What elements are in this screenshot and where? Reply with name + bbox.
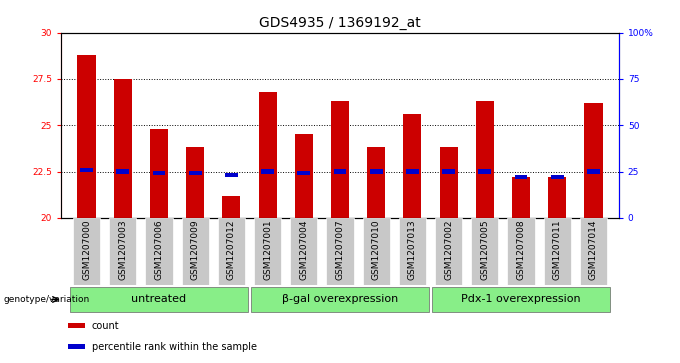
Bar	[362, 218, 390, 285]
Bar	[403, 114, 422, 218]
Bar	[507, 218, 534, 285]
Bar	[294, 134, 313, 218]
Text: percentile rank within the sample: percentile rank within the sample	[92, 342, 257, 351]
Bar	[548, 177, 566, 218]
Bar	[326, 218, 354, 285]
Text: GSM1207013: GSM1207013	[408, 219, 417, 280]
Text: Pdx-1 overexpression: Pdx-1 overexpression	[461, 294, 581, 305]
Bar	[297, 171, 310, 175]
Bar	[551, 175, 564, 179]
Bar	[222, 196, 241, 218]
Bar	[109, 218, 136, 285]
Bar	[334, 170, 346, 174]
Bar	[182, 218, 209, 285]
Bar	[584, 103, 602, 218]
Bar	[471, 218, 498, 285]
Text: count: count	[92, 321, 120, 331]
Bar	[406, 170, 419, 174]
Bar	[114, 79, 132, 218]
Text: GSM1207010: GSM1207010	[372, 219, 381, 280]
Bar	[261, 170, 274, 174]
Bar	[587, 170, 600, 174]
Bar	[515, 175, 528, 179]
Text: GSM1207002: GSM1207002	[444, 219, 453, 280]
Bar	[370, 170, 383, 174]
Text: genotype/variation: genotype/variation	[3, 295, 90, 304]
Text: β-gal overexpression: β-gal overexpression	[282, 294, 398, 305]
Bar	[252, 287, 428, 312]
Bar	[479, 170, 491, 174]
Text: GSM1207006: GSM1207006	[154, 219, 163, 280]
Text: GSM1207007: GSM1207007	[335, 219, 345, 280]
Title: GDS4935 / 1369192_at: GDS4935 / 1369192_at	[259, 16, 421, 30]
Bar	[68, 323, 85, 328]
Bar	[254, 218, 281, 285]
Text: GSM1207008: GSM1207008	[517, 219, 526, 280]
Bar	[116, 170, 129, 174]
Bar	[189, 171, 201, 175]
Bar	[476, 101, 494, 218]
Bar	[290, 218, 318, 285]
Bar	[225, 173, 238, 177]
Bar	[70, 287, 248, 312]
Text: GSM1207000: GSM1207000	[82, 219, 91, 280]
Bar	[367, 147, 386, 218]
Text: GSM1207005: GSM1207005	[480, 219, 490, 280]
Bar	[435, 218, 462, 285]
Text: GSM1207012: GSM1207012	[227, 219, 236, 280]
Bar	[146, 218, 173, 285]
Text: untreated: untreated	[131, 294, 186, 305]
Bar	[580, 218, 607, 285]
Bar	[432, 287, 610, 312]
Bar	[439, 147, 458, 218]
Text: GSM1207004: GSM1207004	[299, 219, 308, 280]
Text: GSM1207011: GSM1207011	[553, 219, 562, 280]
Bar	[80, 168, 93, 172]
Bar	[442, 170, 455, 174]
Bar	[186, 147, 204, 218]
Text: GSM1207001: GSM1207001	[263, 219, 272, 280]
Text: GSM1207009: GSM1207009	[190, 219, 200, 280]
Text: GSM1207014: GSM1207014	[589, 219, 598, 280]
Bar	[258, 92, 277, 218]
Bar	[218, 218, 245, 285]
Bar	[68, 344, 85, 349]
Bar	[150, 129, 168, 218]
Bar	[512, 177, 530, 218]
Bar	[544, 218, 571, 285]
Bar	[331, 101, 349, 218]
Bar	[73, 218, 100, 285]
Text: GSM1207003: GSM1207003	[118, 219, 127, 280]
Bar	[399, 218, 426, 285]
Bar	[152, 171, 165, 175]
Bar	[78, 55, 96, 218]
